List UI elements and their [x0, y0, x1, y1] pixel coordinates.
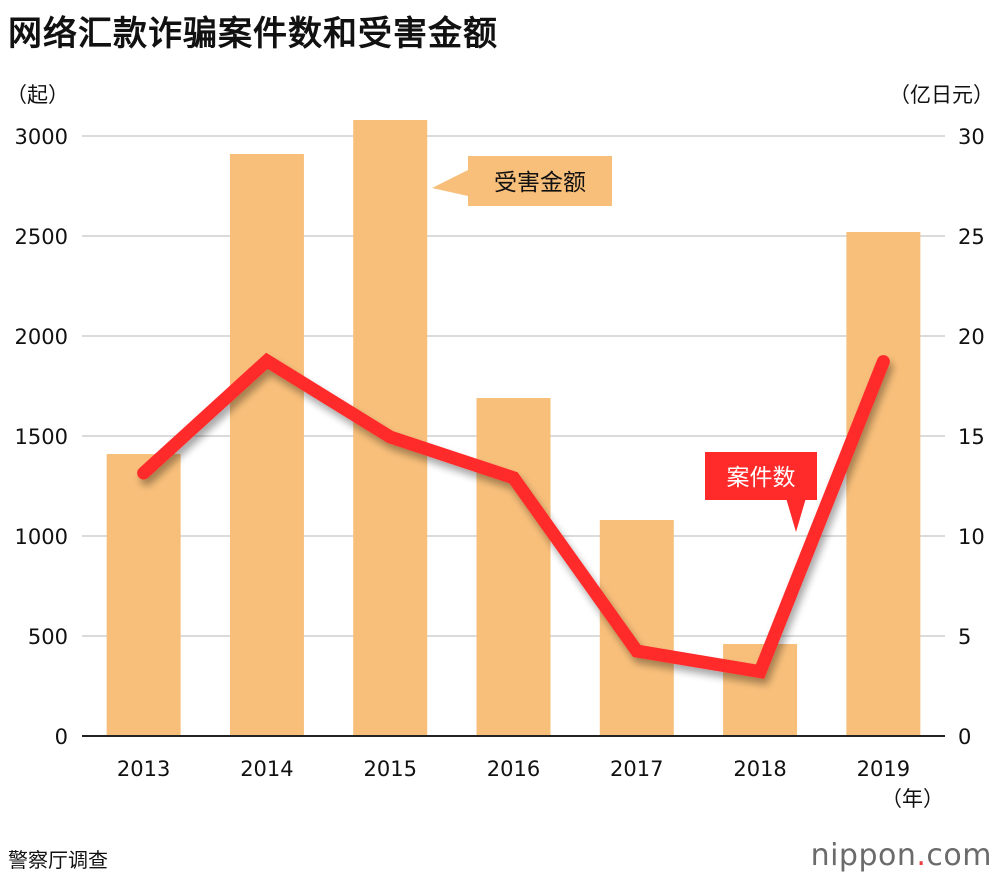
x-tick-label: 2016: [487, 757, 540, 781]
source-note: 警察厅调查: [8, 848, 108, 872]
right-tick-label: 5: [958, 625, 971, 649]
right-tick-label: 20: [958, 325, 985, 349]
tick-labels: 0 500 1000 1500 2000 2500 3000 0 5 10 15 20 25 30 2013…: [6, 83, 994, 811]
chart-title: 网络汇款诈骗案件数和受害金额: [8, 14, 498, 54]
left-axis-unit: （起）: [6, 83, 69, 107]
x-tick-label: 2015: [363, 757, 416, 781]
bar-2013: [106, 454, 181, 736]
x-tick-label: 2019: [857, 757, 910, 781]
x-tick-label: 2014: [240, 757, 293, 781]
case-count-point-2019: [882, 361, 884, 363]
brand-main: nippon: [810, 838, 917, 873]
case-count-point-2014: [266, 360, 268, 362]
case-count-line: [137, 352, 890, 679]
right-tick-label: 25: [958, 225, 985, 249]
case-count-point-2017: [636, 650, 638, 652]
callout-amount: 受害金额: [432, 156, 612, 206]
callout-amount-label: 受害金额: [494, 170, 586, 196]
bar-2014: [229, 154, 304, 736]
callout-amount-pointer: [432, 170, 468, 196]
left-tick-label: 0: [55, 725, 68, 749]
bar-2016: [476, 398, 551, 736]
x-tick-label: 2017: [610, 757, 663, 781]
right-tick-label: 30: [958, 125, 985, 149]
x-tick-label: 2013: [117, 757, 170, 781]
left-tick-label: 1500: [15, 425, 68, 449]
bars: [106, 120, 921, 736]
bar-2017: [599, 520, 674, 736]
x-axis-unit: （年）: [881, 787, 944, 811]
right-axis-unit: （亿日元）: [889, 83, 994, 107]
left-tick-label: 2500: [15, 225, 68, 249]
case-count-point-2016: [513, 477, 514, 479]
x-tick-label: 2018: [733, 757, 786, 781]
left-tick-label: 500: [28, 625, 68, 649]
case-count-point-2013: [143, 472, 145, 474]
case-count-point-2015: [389, 436, 391, 438]
callout-cases: 案件数: [705, 452, 817, 532]
callout-cases-box: [705, 452, 817, 500]
right-tick-label: 15: [958, 425, 985, 449]
brand-tld: com: [926, 838, 992, 873]
callout-amount-box: [468, 156, 612, 206]
callout-cases-pointer: [786, 498, 806, 532]
left-tick-label: 2000: [15, 325, 68, 349]
brand-dot: .: [916, 838, 927, 873]
brand-logo: nippon.com: [811, 838, 992, 873]
left-tick-label: 1000: [15, 525, 68, 549]
bar-2019: [846, 232, 921, 736]
case-count-point-2018: [759, 671, 761, 673]
right-tick-label: 10: [958, 525, 985, 549]
right-tick-label: 0: [958, 725, 971, 749]
callout-cases-label: 案件数: [727, 465, 796, 491]
left-tick-label: 3000: [15, 125, 68, 149]
